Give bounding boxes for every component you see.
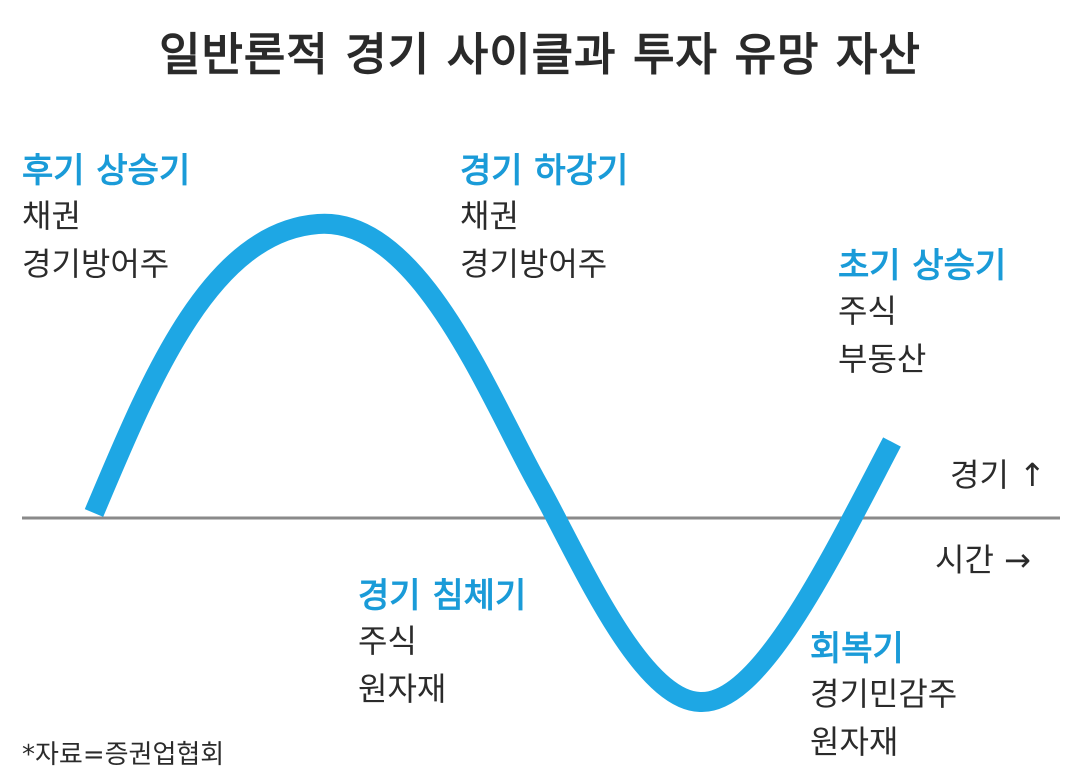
page-title: 일반론적 경기 사이클과 투자 유망 자산 xyxy=(159,28,921,81)
source-note: *자료=증권업협회 xyxy=(22,740,225,770)
phase-title: 경기 하강기 xyxy=(460,151,629,191)
asset-item: 경기민감주 xyxy=(810,675,958,713)
phase-title: 초기 상승기 xyxy=(838,246,1007,286)
phase-late-expansion: 후기 상승기 채권 경기방어주 xyxy=(22,150,190,288)
phase-early-expansion: 초기 상승기 주식 부동산 xyxy=(838,245,1006,383)
asset-item: 원자재 xyxy=(810,723,899,761)
asset-item: 주식 xyxy=(358,622,417,660)
economic-cycle-curve xyxy=(84,213,901,712)
asset-item: 원자재 xyxy=(358,670,447,708)
phase-recession: 경기 침체기 주식 원자재 xyxy=(358,575,526,713)
phase-title: 후기 상승기 xyxy=(22,151,191,191)
asset-item: 채권 xyxy=(22,197,81,235)
phase-title: 경기 침체기 xyxy=(358,576,527,616)
phase-recovery: 회복기 경기민감주 원자재 xyxy=(810,628,957,766)
asset-item: 채권 xyxy=(460,197,519,235)
x-axis-label: 시간 → xyxy=(935,541,1031,579)
asset-item: 주식 xyxy=(838,292,897,330)
y-axis-label: 경기 ↑ xyxy=(950,456,1046,494)
asset-item: 부동산 xyxy=(838,340,927,378)
asset-item: 경기방어주 xyxy=(22,245,170,283)
phase-downturn: 경기 하강기 채권 경기방어주 xyxy=(460,150,628,288)
asset-item: 경기방어주 xyxy=(460,245,608,283)
phase-title: 회복기 xyxy=(810,629,904,669)
